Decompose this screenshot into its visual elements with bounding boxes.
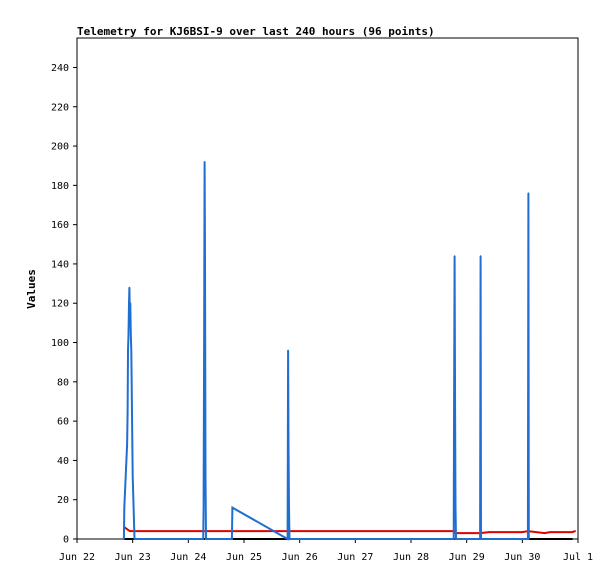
y-tick-label: 40 [57, 456, 69, 467]
data-point [129, 318, 131, 320]
data-point [521, 531, 524, 533]
data-point [543, 532, 546, 534]
data-point [204, 255, 206, 257]
data-point [243, 530, 245, 532]
data-point [528, 538, 530, 540]
series-line [122, 161, 530, 541]
data-point [231, 538, 233, 540]
y-tick-label: 200 [51, 142, 69, 153]
data-point [354, 530, 357, 532]
data-point [479, 255, 482, 257]
x-tick-label: Jun 25 [226, 552, 262, 563]
data-point [123, 506, 126, 509]
x-axis: Jun 22 Jun 23 Jun 24 Jun 25 Jun 26 Jun 27 Jun … [59, 539, 593, 563]
data-point [231, 506, 234, 509]
data-point [465, 532, 468, 534]
x-tick-label: Jun 24 [170, 552, 206, 563]
y-axis: 0 20 40 60 80 100 120 140 160 180 200 220 240 [51, 63, 77, 546]
data-point [131, 475, 134, 477]
y-tick-label: 220 [51, 102, 69, 113]
data-point [128, 302, 130, 305]
x-tick-label: Jun 23 [115, 552, 151, 563]
data-point [454, 412, 456, 415]
y-tick-label: 80 [57, 377, 69, 388]
data-point [488, 531, 490, 533]
data-point [453, 396, 455, 399]
x-tick-label: Jun 27 [337, 552, 373, 563]
data-point [128, 286, 131, 289]
data-point [287, 443, 290, 446]
y-tick-label: 120 [51, 299, 69, 310]
data-point [123, 538, 125, 540]
data-point [480, 538, 482, 540]
series-red [123, 526, 576, 535]
data-point [127, 333, 130, 336]
data-point [452, 538, 455, 540]
plot-frame [76, 37, 579, 540]
data-point [286, 538, 289, 540]
y-axis-label: Values [25, 269, 38, 309]
data-point [455, 538, 457, 540]
y-tick-label: 60 [57, 417, 69, 428]
data-point [130, 349, 133, 352]
x-tick-label: Jun 29 [449, 552, 485, 563]
data-point [454, 506, 457, 509]
series-line [123, 526, 576, 535]
y-tick-label: 0 [63, 535, 69, 546]
data-point [136, 538, 138, 540]
data-point [202, 538, 204, 540]
data-point [549, 531, 551, 533]
x-tick-label: Jun 26 [282, 552, 318, 563]
y-tick-label: 160 [51, 220, 69, 231]
y-tick-label: 100 [51, 338, 69, 349]
data-point [126, 528, 128, 530]
data-point [202, 506, 205, 509]
x-tick-label: Jul 1 [563, 552, 593, 563]
data-point [410, 530, 412, 532]
data-point [126, 443, 128, 446]
data-point [133, 538, 136, 540]
data-point [126, 412, 129, 415]
x-tick-label: Jun 28 [393, 552, 429, 563]
y-tick-label: 140 [51, 259, 69, 270]
data-point [129, 530, 131, 532]
data-point [298, 530, 301, 532]
data-point [204, 475, 207, 477]
y-tick-label: 180 [51, 181, 69, 192]
data-point [127, 349, 129, 352]
data-point [129, 302, 132, 305]
series-blue [122, 161, 530, 541]
data-point [288, 506, 290, 509]
data-point [527, 192, 530, 194]
data-point [187, 530, 190, 532]
data-point [130, 333, 132, 336]
series-layer [122, 161, 576, 541]
y-tick-label: 240 [51, 63, 69, 74]
data-point [205, 538, 207, 540]
data-point [571, 531, 574, 533]
data-point [203, 161, 206, 163]
data-point [287, 349, 289, 352]
data-point [288, 538, 291, 540]
data-point [453, 255, 456, 257]
x-tick-label: Jun 22 [59, 552, 95, 563]
data-point [571, 538, 574, 540]
data-point [574, 530, 576, 532]
data-point [131, 530, 134, 532]
y-tick-label: 20 [57, 495, 69, 506]
data-point [203, 349, 205, 352]
x-tick-label: Jun 30 [504, 552, 540, 563]
chart-title: Telemetry for KJ6BSI-9 over last 240 hou… [77, 25, 435, 38]
